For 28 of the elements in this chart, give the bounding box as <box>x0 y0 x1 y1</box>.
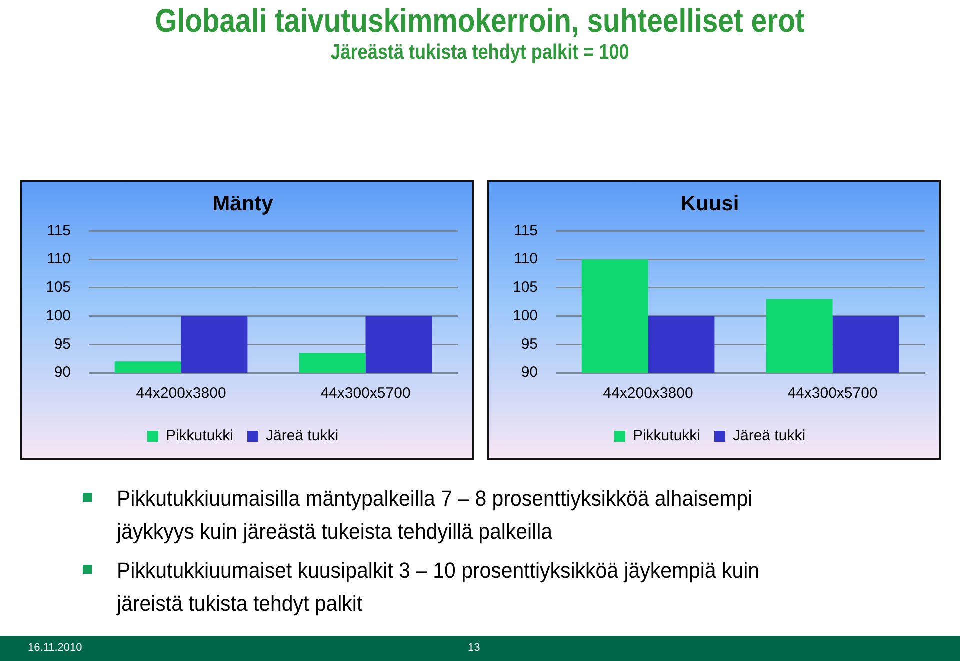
y-tick-label: 90 <box>521 364 538 382</box>
x-tick-label: 44x300x5700 <box>788 385 878 402</box>
x-tick-label: 44x200x3800 <box>136 385 226 402</box>
legend-label: Järeä tukki <box>732 428 806 445</box>
chart-title: Kuusi <box>680 192 740 216</box>
legend-label: Pikkutukki <box>632 428 701 445</box>
y-tick-label: 105 <box>512 279 538 296</box>
legend-label: Pikkutukki <box>166 428 234 445</box>
text: Globaali taivutuskimmokerroin, suhteelliset erot <box>154 2 806 40</box>
text: Pikkutukkiuumaisilla mäntypalkeilla 7 – 8 prosenttiyksikköä alhaisempi jäykkyys kuin järeästä tukeista tehdyillä palkeilla <box>117 485 754 546</box>
y-tick-label: 115 <box>514 222 538 240</box>
y-tick-label: 95 <box>521 336 538 353</box>
text: 16.11.2010 <box>28 642 82 654</box>
x-tick-label: 44x200x3800 <box>603 385 694 402</box>
y-tick-label: 100 <box>512 307 538 324</box>
y-tick-label: 95 <box>54 336 72 353</box>
y-tick-label: 110 <box>514 250 538 268</box>
text: 13 <box>468 642 480 654</box>
y-tick-label: 105 <box>46 279 72 296</box>
y-tick-label: 100 <box>46 307 72 324</box>
text: Pikkutukkiuumaiset kuusipalkit 3 – 10 prosenttiyksikköä jäykempiä kuin järeistä tukista tehdyt palkit <box>117 557 761 618</box>
y-tick-label: 90 <box>54 364 72 382</box>
y-tick-label: 110 <box>47 250 72 268</box>
legend-label: Järeä tukki <box>266 428 339 445</box>
y-tick-label: 115 <box>47 222 72 240</box>
chart-title: Mänty <box>212 192 274 216</box>
x-tick-label: 44x300x5700 <box>320 385 411 402</box>
text: Järeästä tukista tehdyt palkit = 100 <box>330 41 630 65</box>
